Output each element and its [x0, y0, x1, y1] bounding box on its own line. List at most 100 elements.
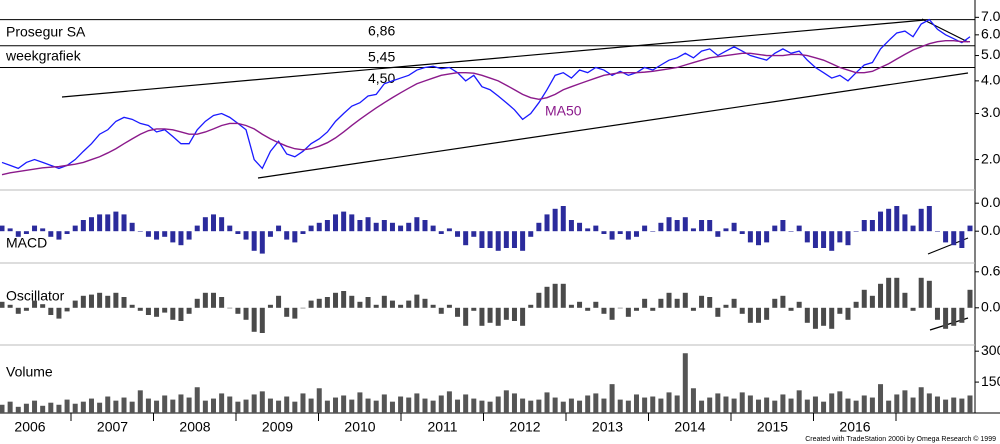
bar: [910, 397, 916, 413]
bar: [585, 395, 591, 413]
bar: [853, 301, 859, 308]
bar: [666, 217, 672, 232]
bar: [585, 228, 591, 232]
bar: [267, 231, 273, 237]
bar: [609, 384, 615, 413]
bar: [97, 402, 103, 413]
y-tick-label: 0.0: [981, 194, 1000, 210]
bar: [267, 398, 273, 413]
bar: [707, 220, 713, 232]
bar: [341, 291, 347, 308]
bar: [951, 307, 957, 326]
bar: [796, 225, 802, 232]
y-tick-label: 150: [981, 373, 1000, 389]
bar: [959, 307, 965, 323]
bar: [349, 295, 355, 308]
bar: [357, 392, 363, 413]
bar: [821, 231, 827, 248]
bar: [821, 401, 827, 413]
bar: [414, 294, 420, 308]
bar: [276, 295, 282, 308]
bar: [145, 398, 151, 413]
bar: [788, 398, 794, 413]
bar: [219, 217, 225, 232]
level-label: 6,86: [368, 22, 395, 38]
x-tick-label: 2010: [344, 419, 375, 435]
y-tick-label: 0.6: [981, 263, 1000, 279]
bar: [764, 397, 770, 413]
bar: [715, 393, 721, 413]
bar: [121, 214, 127, 232]
bar: [72, 403, 78, 413]
x-tick-label: 2016: [839, 419, 870, 435]
price-line: [1, 18, 971, 170]
bar: [601, 231, 607, 234]
bar: [381, 295, 387, 308]
bar: [934, 231, 940, 232]
bar: [739, 307, 745, 314]
price-line: [1, 39, 970, 176]
bar: [64, 307, 70, 312]
bar: [129, 304, 135, 308]
x-tick-label: 2015: [757, 419, 788, 435]
panel-title: Oscillator: [6, 288, 65, 304]
bar: [219, 393, 225, 413]
bar: [227, 225, 233, 232]
bar: [219, 297, 225, 308]
y-tick-label: 300: [981, 342, 1000, 358]
bar: [7, 401, 13, 413]
bar: [227, 396, 233, 413]
bar: [796, 390, 802, 413]
bar: [723, 396, 729, 413]
bar: [552, 397, 558, 413]
bar: [267, 304, 273, 308]
bar: [764, 231, 770, 243]
bar: [845, 307, 851, 320]
bar: [276, 225, 282, 232]
bar: [0, 225, 5, 232]
bar: [259, 307, 265, 333]
bar: [333, 214, 339, 232]
bar: [788, 307, 794, 311]
bar: [756, 231, 762, 246]
bar: [723, 304, 729, 308]
y-tick-label: 6.00: [981, 26, 1000, 42]
bar: [446, 228, 452, 232]
bar: [40, 228, 46, 232]
bar: [829, 393, 835, 413]
bar: [438, 231, 444, 234]
bar: [723, 228, 729, 232]
bar: [381, 394, 387, 413]
bar: [780, 295, 786, 308]
bar: [894, 277, 900, 308]
bar: [430, 304, 436, 308]
bar: [739, 392, 745, 413]
bar: [934, 307, 940, 320]
bar: [943, 399, 949, 413]
bar: [243, 399, 249, 413]
bar: [544, 214, 550, 232]
bar: [170, 231, 176, 243]
bar: [869, 397, 875, 413]
panel-title: Volume: [6, 364, 53, 380]
bar: [308, 225, 314, 232]
bar: [861, 289, 867, 308]
bar: [40, 304, 46, 308]
bar: [105, 295, 111, 308]
bar: [690, 307, 696, 311]
bar: [894, 394, 900, 413]
bar: [788, 231, 794, 232]
bar: [316, 298, 322, 308]
bar: [878, 283, 884, 308]
bar: [707, 297, 713, 308]
bar: [186, 231, 192, 240]
bar: [455, 399, 461, 413]
bar: [747, 231, 753, 243]
bar: [210, 398, 216, 413]
bar: [625, 307, 631, 317]
bar: [812, 307, 818, 329]
bar: [202, 217, 208, 232]
y-tick-label: 7.00: [981, 8, 1000, 24]
bar: [194, 225, 200, 232]
